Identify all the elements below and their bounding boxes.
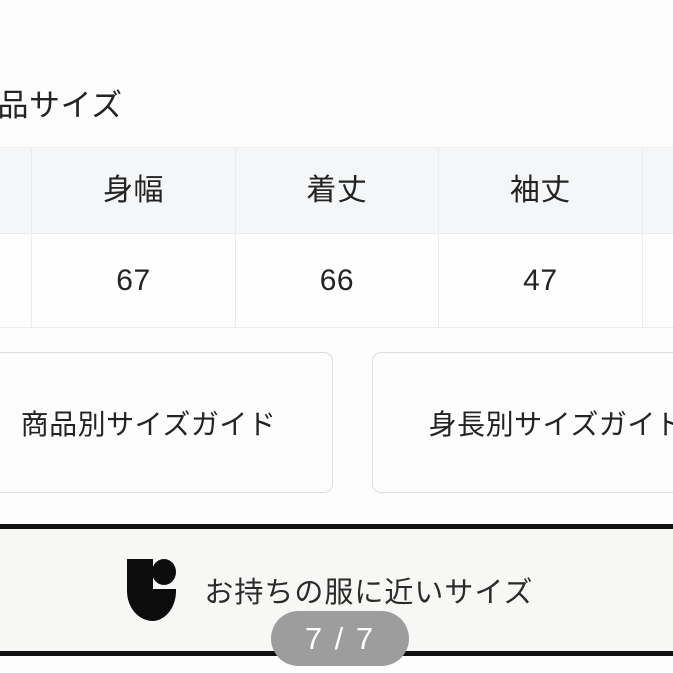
- uniqlo-logo-left-stroke: [127, 559, 154, 621]
- closest-size-recommendation-label: お持ちの服に近いサイズ: [204, 577, 534, 609]
- size-table-header-row: サイズ 身幅 着丈 袖丈 重さ(g): [0, 147, 673, 234]
- uniqlo-logo-icon: [127, 559, 177, 621]
- size-table-cell-2: 66: [234, 233, 440, 328]
- size-table-body: L 67 66 47 1228: [0, 233, 673, 328]
- page-counter-badge: 7 / 7: [271, 611, 409, 666]
- size-table-head: サイズ 身幅 着丈 袖丈 重さ(g): [0, 147, 673, 234]
- uniqlo-logo-right-stroke: [152, 589, 177, 621]
- closest-size-recommendation-content: お持ちの服に近いサイズ: [127, 559, 533, 621]
- table-row: L 67 66 47 1228: [0, 233, 673, 328]
- size-table-cell-3: 47: [438, 233, 643, 328]
- size-table-header-cell-3: 袖丈: [438, 147, 643, 234]
- size-table-cell-0: L: [0, 233, 33, 328]
- product-size-guide-button[interactable]: 商品別サイズガイド: [0, 352, 333, 493]
- size-table-header-cell-4: 重さ(g): [641, 147, 673, 234]
- size-guide-button-row: 商品別サイズガイド 身長別サイズガイド: [0, 352, 673, 493]
- size-table-cell-4: 1228: [641, 233, 673, 328]
- size-table-header-cell-0: サイズ: [0, 147, 33, 234]
- divider-top: [0, 524, 673, 529]
- size-table: サイズ 身幅 着丈 袖丈 重さ(g) L 67 66 47 1228: [0, 147, 673, 328]
- height-size-guide-button[interactable]: 身長別サイズガイド: [372, 352, 673, 493]
- size-table-header-cell-1: 身幅: [31, 147, 236, 234]
- uniqlo-logo-dot: [152, 559, 177, 585]
- size-table-cell-1: 67: [31, 233, 236, 328]
- size-table-header-cell-2: 着丈: [234, 147, 440, 234]
- section-heading-product-size: 商品サイズ: [0, 88, 123, 123]
